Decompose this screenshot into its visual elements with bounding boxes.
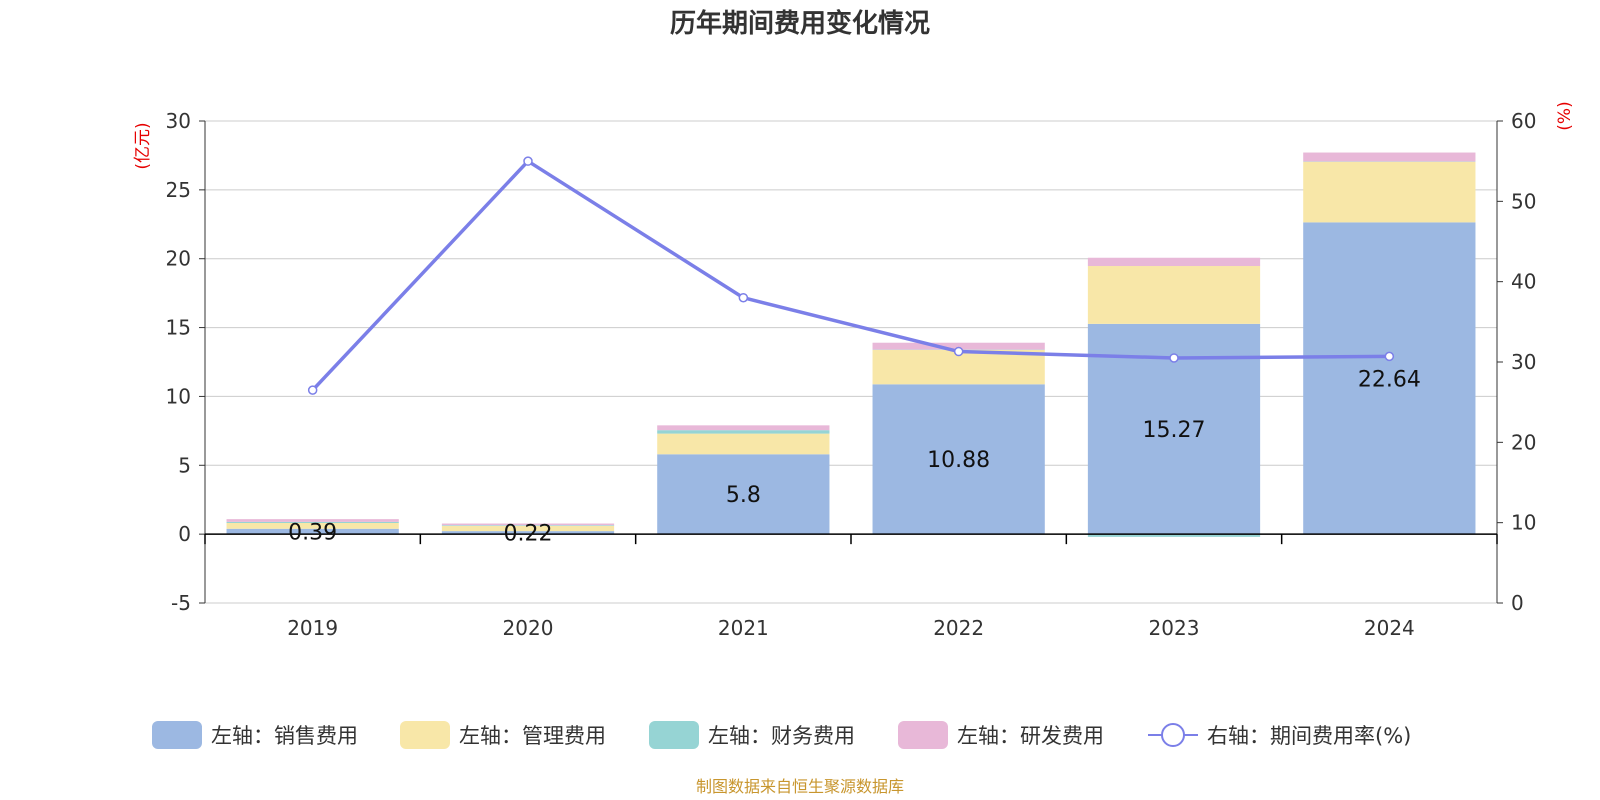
right-tick-label: 30: [1511, 350, 1536, 374]
bar-segment: [872, 342, 1045, 350]
bar-value-label: 22.64: [1358, 367, 1421, 392]
bar-value-label: 5.8: [726, 483, 761, 508]
rate-point: [953, 346, 964, 357]
bar-labels: 0.39 0.22 5.8 10.88 15.27 22.64: [288, 367, 1421, 546]
bar-segment: [1303, 161, 1476, 223]
bar-segment: [657, 425, 830, 431]
bar-segment: [872, 384, 1045, 535]
bar-value-label: 10.88: [927, 448, 990, 473]
bar-segment: [1087, 534, 1261, 537]
chart-title: 历年期间费用变化情况: [670, 8, 930, 39]
left-tick-label: 20: [166, 247, 191, 271]
legend-swatch: [898, 721, 948, 749]
legend-label: 左轴：管理费用: [459, 724, 606, 748]
left-tick-label: 10: [166, 384, 191, 408]
rate-point: [523, 156, 533, 166]
left-axis-unit: (亿元): [133, 122, 153, 169]
bar-segment: [441, 531, 615, 535]
bar-segment: [441, 525, 615, 526]
bar-segment: [1303, 152, 1476, 162]
left-tick-label: 25: [166, 178, 191, 202]
bar-segment: [1303, 222, 1476, 535]
bar-segment: [1087, 257, 1261, 267]
left-tick-label: -5: [171, 591, 191, 615]
rate-point: [1384, 351, 1395, 362]
left-tick-label: 5: [178, 453, 191, 477]
left-tick-label: 30: [166, 109, 191, 133]
legend-label: 左轴：销售费用: [211, 724, 358, 748]
legend-label: 左轴：财务费用: [708, 724, 855, 748]
legend-swatch: [152, 721, 202, 749]
right-tick-label: 10: [1511, 511, 1536, 535]
bar-segment: [1087, 266, 1261, 324]
bar-segment: [226, 519, 399, 522]
rate-point: [738, 292, 749, 303]
right-tick-label: 60: [1511, 109, 1536, 133]
left-tick-label: 15: [166, 316, 191, 340]
bar-segment: [226, 522, 399, 529]
bar-value-label: 0.39: [288, 520, 337, 545]
x-tick-label: 2022: [933, 616, 984, 640]
bar-value-label: 0.22: [504, 522, 553, 547]
right-tick-label: 50: [1511, 189, 1536, 213]
bar-segment: [441, 523, 615, 526]
bars: [226, 152, 1476, 537]
right-tick-label: 0: [1511, 591, 1524, 615]
legend-label: 左轴：研发费用: [957, 724, 1104, 748]
x-tick-label: 2021: [718, 616, 769, 640]
x-tick-label: 2023: [1149, 616, 1200, 640]
source-note: 制图数据来自恒生聚源数据库: [696, 777, 904, 796]
bar-segment: [441, 525, 615, 532]
right-tick-label: 40: [1511, 270, 1536, 294]
rate-line: [307, 156, 1395, 395]
axes: -5 0 5 10 15 20 25 30 0 10 20 30 40 50 60 2019 2020 2021 2…: [166, 109, 1537, 640]
legend-swatch: [649, 721, 699, 749]
rate-line-path: [311, 159, 1390, 392]
legend-circle-icon: [1161, 723, 1185, 747]
bar-segment: [657, 454, 830, 535]
legend: 左轴：销售费用 左轴：管理费用 左轴：财务费用 左轴：研发费用 右轴：期间费用率(%): [152, 721, 1411, 749]
left-tick-label: 0: [178, 522, 191, 546]
legend-label: 右轴：期间费用率(%): [1207, 724, 1411, 748]
bar-value-label: 15.27: [1143, 418, 1206, 443]
x-tick-label: 2020: [503, 616, 554, 640]
bar-segment: [657, 433, 830, 455]
legend-swatch: [400, 721, 450, 749]
rate-point: [1169, 353, 1179, 363]
bar-segment: [226, 528, 399, 535]
x-tick-label: 2024: [1364, 616, 1415, 640]
rate-point: [307, 385, 318, 395]
right-tick-label: 20: [1511, 430, 1536, 454]
x-tick-label: 2019: [287, 616, 338, 640]
bar-segment: [226, 521, 399, 523]
bar-segment: [657, 430, 830, 434]
right-axis-unit: (%): [1555, 101, 1575, 130]
